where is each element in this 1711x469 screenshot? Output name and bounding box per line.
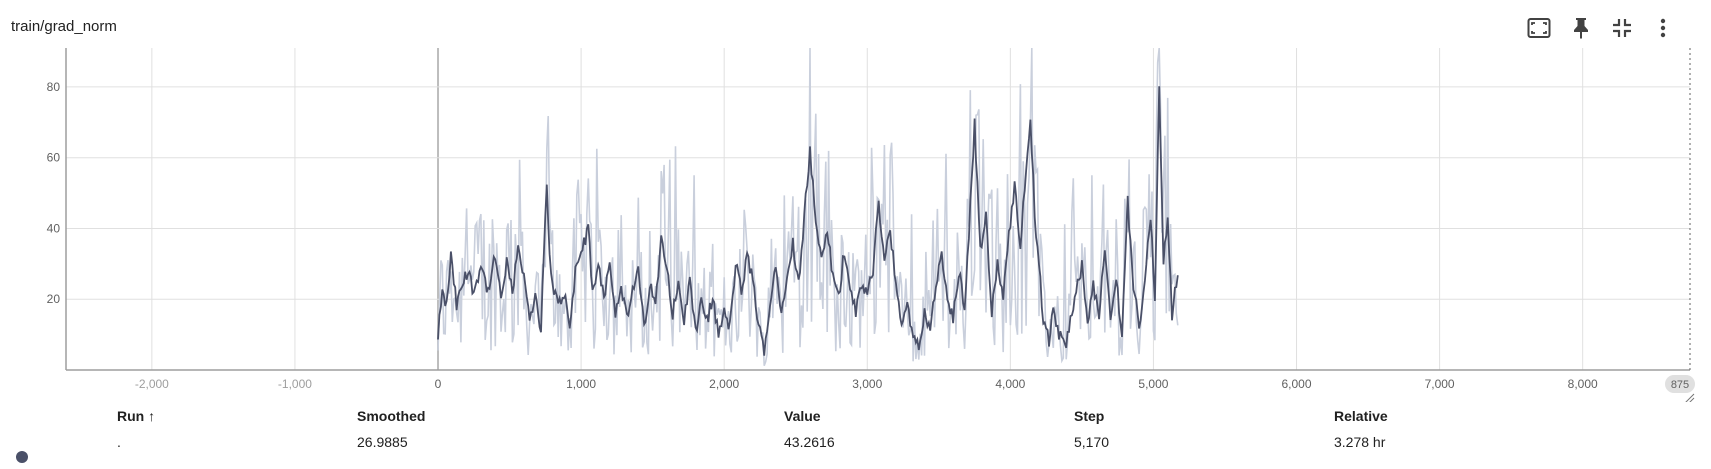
collapse-button[interactable] (1602, 8, 1642, 48)
chart-toolbar (1511, 8, 1711, 48)
x-range-end[interactable]: 875 (1665, 375, 1695, 402)
smoothed-series-line (437, 86, 1179, 356)
more-options-button[interactable] (1643, 8, 1683, 48)
raw-series-line (437, 48, 1179, 366)
y-tick-label: 60 (47, 151, 61, 165)
x-tick-label: 5,000 (1138, 377, 1168, 391)
header-relative[interactable]: Relative (1334, 408, 1388, 424)
tick-labels: -2,000 -1,000 0 1,000 2,000 3,000 4,000 5,000 6,… (47, 80, 1598, 391)
x-end-label: 875 (1671, 379, 1689, 391)
cell-run: . (117, 434, 121, 450)
x-tick-label: -1,000 (278, 377, 312, 391)
x-tick-label: -2,000 (135, 377, 169, 391)
cell-smoothed: 26.9885 (357, 434, 408, 450)
fit-domain-button[interactable] (1519, 8, 1559, 48)
cell-relative: 3.278 hr (1334, 434, 1386, 450)
grid-lines (66, 48, 1690, 370)
run-color-dot[interactable] (16, 451, 28, 463)
x-tick-label: 4,000 (995, 377, 1025, 391)
pin-button[interactable] (1561, 8, 1601, 48)
smoothed-series (437, 86, 1179, 356)
chart-title: train/grad_norm (11, 18, 117, 35)
x-tick-label: 7,000 (1425, 377, 1455, 391)
header-step[interactable]: Step (1074, 408, 1105, 424)
line-chart[interactable]: -2,000 -1,000 0 1,000 2,000 3,000 4,000 5,000 6,… (0, 48, 1711, 402)
axes (65, 48, 1691, 371)
x-tick-label: 8,000 (1568, 377, 1598, 391)
y-tick-label: 40 (47, 221, 61, 235)
cell-step: 5,170 (1074, 434, 1110, 450)
x-tick-label: 6,000 (1282, 377, 1312, 391)
pin-icon (1574, 18, 1588, 39)
x-tick-label: 2,000 (709, 377, 739, 391)
raw-series (437, 48, 1179, 366)
x-tick-label: 1,000 (566, 377, 596, 391)
y-tick-label: 20 (47, 292, 61, 306)
collapse-icon (1613, 19, 1631, 37)
x-end-chip (1665, 375, 1695, 393)
header-run[interactable]: Run ↑ (117, 408, 156, 424)
cell-value: 43.2616 (784, 434, 835, 450)
resize-grip-icon (1685, 393, 1695, 402)
fit-domain-icon (1527, 18, 1551, 38)
x-tick-label: 3,000 (852, 377, 882, 391)
more-vert-icon (1660, 18, 1666, 38)
header-smoothed[interactable]: Smoothed (357, 408, 426, 424)
y-tick-label: 80 (47, 80, 61, 94)
header-value[interactable]: Value (784, 408, 821, 424)
x-tick-label: 0 (435, 377, 442, 391)
